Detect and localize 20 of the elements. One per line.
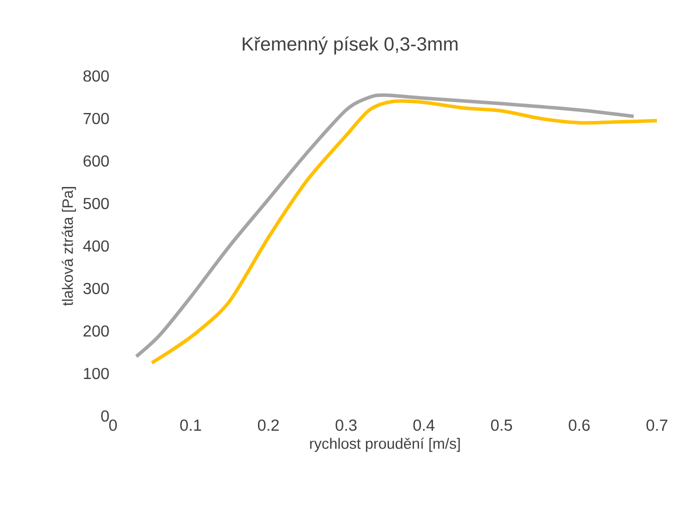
y-tick-label: 600 bbox=[84, 155, 109, 167]
y-axis-title: tlaková ztráta [Pa] bbox=[62, 187, 76, 306]
x-tick-label: 0 bbox=[109, 420, 117, 431]
x-tick-label: 0.5 bbox=[491, 420, 512, 431]
chart-title: Křemenný písek 0,3-3mm bbox=[242, 36, 458, 54]
x-tick-label: 0.4 bbox=[413, 420, 434, 431]
x-tick-label: 0.3 bbox=[336, 420, 357, 431]
x-axis-title: rychlost proudění [m/s] bbox=[310, 438, 460, 452]
y-tick-label: 300 bbox=[83, 282, 109, 294]
x-tick-label: 0.6 bbox=[568, 420, 590, 431]
y-tick-label: 800 bbox=[83, 70, 109, 82]
x-tick-label: 0.2 bbox=[258, 420, 279, 431]
x-tick-label: 0.1 bbox=[180, 420, 202, 431]
y-tick-label: 500 bbox=[83, 198, 109, 210]
x-tick-label: 0.7 bbox=[646, 420, 668, 431]
y-tick-label: 0 bbox=[101, 410, 109, 422]
y-tick-label: 700 bbox=[84, 112, 109, 124]
y-tick-label: 400 bbox=[83, 240, 109, 252]
y-tick-label: 200 bbox=[84, 325, 109, 337]
y-tick-label: 100 bbox=[84, 368, 109, 380]
